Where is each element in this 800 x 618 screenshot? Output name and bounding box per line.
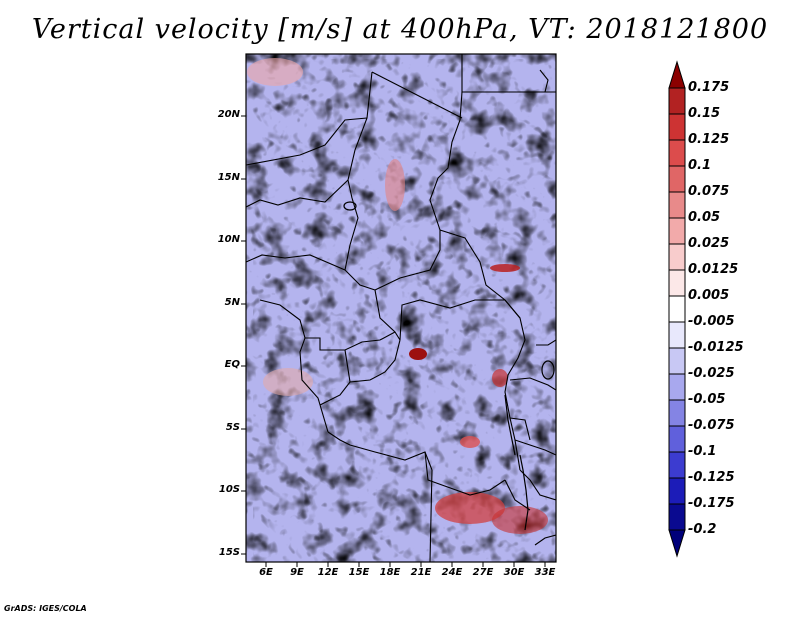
colorbar-label: 0.05 — [688, 210, 721, 225]
colorbar-label: -0.1 — [688, 444, 717, 459]
colorbar-swatch — [668, 269, 686, 297]
lon-label-9e: 9E — [290, 567, 304, 578]
colorbar-swatch — [668, 451, 686, 479]
colorbar-upper-arrow — [668, 60, 686, 89]
lon-label-12e: 12E — [317, 567, 339, 578]
lon-label-24e: 24E — [441, 567, 463, 578]
colorbar-swatch — [668, 399, 686, 427]
lat-label-15n: 15N — [217, 172, 240, 183]
lat-label-eq: EQ — [224, 359, 240, 370]
lon-label-15e: 15E — [348, 567, 370, 578]
lat-label-10s: 10S — [218, 484, 240, 495]
footer-credit: GrADS: IGES/COLA — [4, 604, 87, 613]
axis-ticks — [241, 115, 546, 567]
colorbar-label: -0.0125 — [688, 340, 744, 355]
lakes — [343, 201, 555, 531]
colorbar-swatch — [668, 243, 686, 271]
colorbar-swatch — [668, 321, 686, 349]
colorbar-label: 0.075 — [688, 184, 730, 199]
lat-label-15s: 15S — [218, 547, 240, 558]
colorbar-label: -0.2 — [688, 522, 717, 537]
colorbar — [668, 60, 686, 558]
colorbar-swatch — [668, 503, 686, 531]
colorbar-swatch — [668, 477, 686, 505]
colorbar-swatch — [668, 87, 686, 115]
colorbar-label: 0.1 — [688, 158, 712, 173]
colorbar-label: 0.15 — [688, 106, 721, 121]
colorbar-swatch — [668, 191, 686, 219]
country-borders — [246, 54, 556, 562]
lon-label-33e: 33E — [534, 567, 556, 578]
lon-label-30e: 30E — [503, 567, 525, 578]
colorbar-swatch — [668, 113, 686, 141]
colorbar-label: -0.075 — [688, 418, 735, 433]
plot-frame — [245, 53, 557, 563]
lat-label-5n: 5N — [224, 297, 240, 308]
colorbar-lower-arrow — [668, 529, 686, 558]
colorbar-label: -0.05 — [688, 392, 726, 407]
colorbar-label: -0.175 — [688, 496, 735, 511]
lon-label-21e: 21E — [410, 567, 432, 578]
colorbar-label: -0.025 — [688, 366, 735, 381]
map-title: Vertical velocity [m/s] at 400hPa, VT: 2… — [31, 14, 769, 45]
colorbar-label: 0.005 — [688, 288, 730, 303]
colorbar-label: 0.025 — [688, 236, 730, 251]
colorbar-swatch — [668, 165, 686, 193]
colorbar-label: -0.125 — [688, 470, 735, 485]
lon-label-27e: 27E — [472, 567, 494, 578]
colorbar-label: -0.005 — [688, 314, 735, 329]
colorbar-swatch — [668, 217, 686, 245]
lat-label-5s: 5S — [225, 422, 240, 433]
lat-label-10n: 10N — [217, 234, 240, 245]
colorbar-label: 0.0125 — [688, 262, 739, 277]
colorbar-label: 0.175 — [688, 80, 730, 95]
colorbar-label: 0.125 — [688, 132, 730, 147]
lon-label-18e: 18E — [379, 567, 401, 578]
lat-label-20n: 20N — [217, 109, 240, 120]
colorbar-swatch — [668, 139, 686, 167]
vertical-velocity-field — [246, 54, 556, 562]
colorbar-swatch — [668, 295, 686, 323]
colorbar-swatch — [668, 373, 686, 401]
lon-label-6e: 6E — [259, 567, 273, 578]
colorbar-swatch — [668, 347, 686, 375]
colorbar-swatch — [668, 425, 686, 453]
